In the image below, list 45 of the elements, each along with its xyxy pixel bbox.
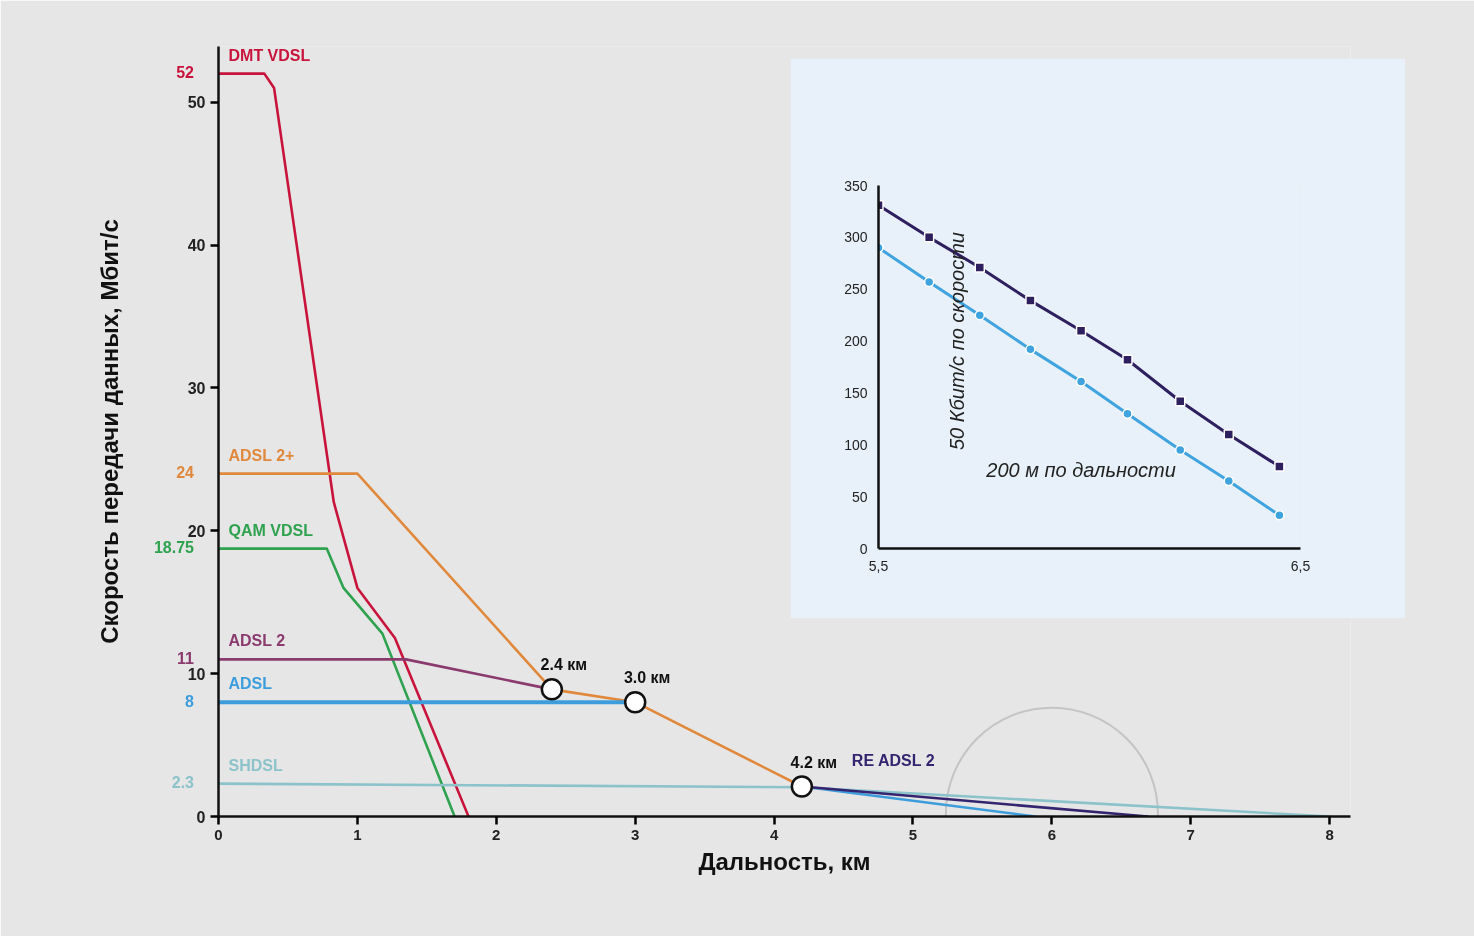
annotation: 24: [176, 464, 194, 483]
series-label: SHDSL: [228, 756, 283, 774]
series-label: ADSL 2: [228, 632, 286, 650]
annotation: 18.75: [153, 539, 194, 558]
y-tick-label: 50: [851, 488, 868, 505]
y-tick-label: 100: [844, 436, 868, 453]
x-tick-label: 0: [214, 825, 223, 843]
annotation: 8: [185, 692, 194, 711]
series-label: RE ADSL 2: [851, 751, 935, 769]
annotation: 3.0 км: [623, 669, 671, 687]
y-tick-label: 250: [844, 281, 868, 298]
annotation: 11: [177, 649, 194, 668]
annotation: 50 Кбит/с по скорости: [945, 232, 968, 451]
y-tick-label: 0: [859, 540, 868, 557]
annotation: 4.2 км: [790, 753, 838, 771]
y-tick-label: 350: [844, 177, 868, 194]
y-tick-label: 0: [196, 808, 206, 826]
x-tick-label: 7: [1186, 825, 1195, 843]
x-tick-label: 3: [631, 825, 640, 843]
y-axis-title: Скорость передачи данных, Мбит/с: [95, 219, 123, 644]
y-tick-label: 150: [844, 384, 868, 401]
series-label: DMT VDSL: [228, 46, 311, 64]
x-tick-label: 5: [908, 825, 918, 843]
x-tick-label: 5,5: [868, 557, 889, 574]
series-label: ADSL 2+: [228, 446, 295, 464]
y-tick-label: 10: [187, 665, 206, 683]
y-tick-label: 200: [844, 333, 868, 350]
x-tick-label: 8: [1325, 825, 1334, 843]
annotation: 200 м по дальности: [985, 458, 1176, 481]
series-label: ADSL: [228, 675, 273, 693]
annotation: 2.4 км: [540, 656, 588, 674]
x-tick-label: 2: [492, 825, 501, 843]
series-label: QAM VDSL: [228, 521, 314, 539]
y-tick-label: 30: [187, 379, 206, 397]
y-tick-label: 300: [844, 229, 868, 246]
y-tick-label: 20: [187, 522, 206, 540]
x-tick-label: 4: [769, 825, 779, 843]
x-axis-title: Дальность, км: [698, 847, 871, 875]
y-tick-label: 40: [187, 237, 206, 255]
x-tick-label: 6,5: [1290, 557, 1311, 574]
y-tick-label: 50: [187, 94, 206, 112]
x-tick-label: 6: [1047, 825, 1057, 843]
annotation: 2.3: [171, 774, 194, 793]
annotation: 52: [176, 64, 194, 83]
x-tick-label: 1: [353, 825, 362, 843]
